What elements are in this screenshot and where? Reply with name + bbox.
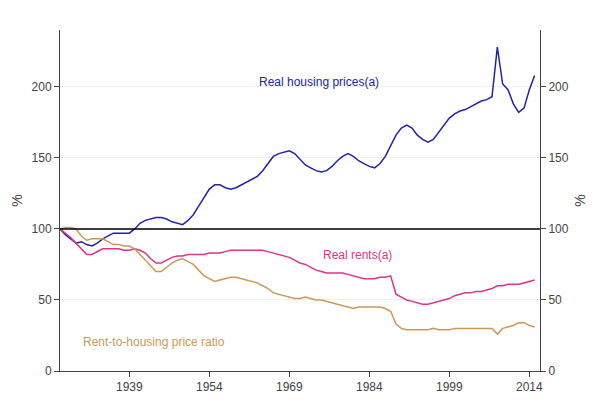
svg-text:%: % [9,194,25,206]
svg-text:1999: 1999 [436,380,463,394]
svg-text:200: 200 [32,80,52,94]
svg-text:0: 0 [45,364,52,378]
svg-text:1954: 1954 [196,380,223,394]
svg-text:Real housing prices(a): Real housing prices(a) [259,75,379,89]
svg-text:1969: 1969 [276,380,303,394]
svg-text:150: 150 [548,151,568,165]
svg-text:Rent-to-housing price ratio: Rent-to-housing price ratio [83,335,225,349]
svg-text:50: 50 [38,293,52,307]
svg-text:50: 50 [548,293,562,307]
svg-text:200: 200 [548,80,568,94]
svg-text:1984: 1984 [356,380,383,394]
svg-text:100: 100 [32,222,52,236]
svg-text:150: 150 [32,151,52,165]
svg-text:2014: 2014 [516,380,543,394]
svg-text:100: 100 [548,222,568,236]
svg-text:0: 0 [548,364,555,378]
svg-text:1939: 1939 [116,380,143,394]
svg-text:%: % [572,194,588,206]
svg-text:Real rents(a): Real rents(a) [323,248,392,262]
